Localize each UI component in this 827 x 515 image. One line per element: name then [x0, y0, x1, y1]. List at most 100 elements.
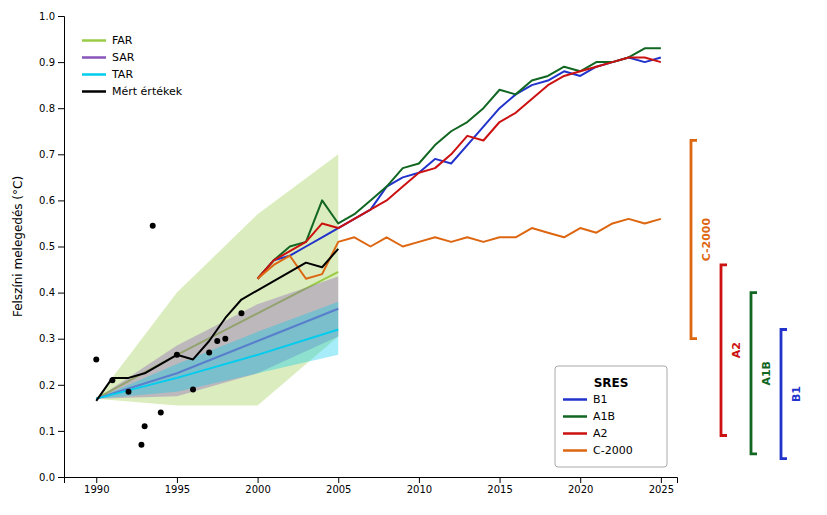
- band: [96, 154, 338, 405]
- x-axis: 1990 1995 2000 2005 2010 2015 2020 2025: [65, 477, 678, 495]
- tick-label: 0.5: [39, 241, 55, 252]
- tick-label: 2020: [568, 484, 593, 495]
- point: [150, 223, 156, 229]
- legend-box: [555, 366, 667, 467]
- bracket: [781, 329, 787, 458]
- bracket-label: A1B: [760, 361, 773, 386]
- tick: 0.7: [39, 149, 64, 160]
- tick-mark: [96, 477, 97, 483]
- tick-label: 0.2: [39, 380, 55, 391]
- bracket: [751, 293, 757, 454]
- bracket-label: A2: [730, 342, 743, 358]
- point: [238, 310, 244, 316]
- tick-mark: [58, 154, 64, 155]
- line: [258, 48, 661, 278]
- tick-label: 2005: [326, 484, 351, 495]
- tick-label: 0.4: [39, 287, 55, 298]
- axis-line: [58, 17, 65, 478]
- y-axis: 0.0 0.1 0.2 0.3 0.4 0.5 0.6 0.7 0.8 0.9 1.0: [39, 11, 64, 483]
- tick-mark: [58, 431, 64, 432]
- legend-swatch: [82, 39, 106, 42]
- tick-mark: [58, 16, 64, 17]
- tick-label: 0.3: [39, 333, 55, 344]
- band: [96, 302, 338, 399]
- legend-label: A1B: [593, 410, 615, 423]
- tick-mark: [58, 339, 64, 340]
- tick-mark: [58, 293, 64, 294]
- tick-mark: [661, 477, 662, 483]
- legend-swatch: [563, 398, 587, 401]
- legend: FAR SAR TAR Mért értékek: [82, 34, 183, 98]
- legend-swatch: [563, 449, 587, 452]
- tick-label: 0.7: [39, 149, 55, 160]
- tick: 0.2: [39, 380, 64, 391]
- tick-label: 2010: [407, 484, 432, 495]
- legend-label: TAR: [111, 68, 133, 81]
- legend-label: B1: [593, 393, 608, 406]
- line: [258, 57, 661, 278]
- point: [190, 386, 196, 392]
- tick: 1.0: [39, 11, 64, 22]
- point: [174, 352, 180, 358]
- legend-label: Mért értékek: [112, 85, 183, 98]
- tick: 0.6: [39, 195, 64, 206]
- legend-label: C-2000: [593, 444, 633, 457]
- tick-label: 2025: [649, 484, 674, 495]
- y-axis-label: Felszíni melegedés (°C): [11, 176, 25, 317]
- tick: 2000: [245, 477, 270, 495]
- legend-swatch: [82, 90, 106, 93]
- axis-line: [65, 478, 678, 484]
- legend-label: FAR: [112, 34, 133, 47]
- point: [142, 423, 148, 429]
- line: [96, 249, 338, 401]
- tick: 2025: [649, 477, 674, 495]
- point: [93, 356, 99, 362]
- point: [126, 389, 132, 395]
- tick: 0.8: [39, 103, 64, 114]
- tick: 2010: [407, 477, 432, 495]
- tick-label: 0.9: [39, 57, 55, 68]
- line: [96, 329, 338, 398]
- tick-label: 1.0: [39, 11, 55, 22]
- legend-swatch: [563, 415, 587, 418]
- legend-swatch: [82, 56, 106, 59]
- tick: 1990: [84, 477, 109, 495]
- tick: 1995: [165, 477, 190, 495]
- tick: 2020: [568, 477, 593, 495]
- tick-label: 1990: [84, 484, 109, 495]
- point: [206, 350, 212, 356]
- point: [158, 409, 164, 415]
- tick-label: 0.8: [39, 103, 55, 114]
- tick: 0.5: [39, 241, 64, 252]
- chart: 199019952000200520102015202020250.00.10.…: [0, 0, 827, 515]
- legend-swatch: [563, 432, 587, 435]
- band: [96, 276, 338, 398]
- tick-mark: [58, 385, 64, 386]
- tick-label: 0.0: [39, 472, 55, 483]
- bracket: [721, 265, 727, 436]
- legend-title: SRES: [594, 376, 629, 390]
- tick-mark: [258, 477, 259, 483]
- tick: 0.0: [39, 472, 64, 483]
- line: [258, 219, 661, 279]
- tick-mark: [177, 477, 178, 483]
- tick: 2015: [487, 477, 512, 495]
- tick-label: 1995: [165, 484, 190, 495]
- tick-mark: [580, 477, 581, 483]
- tick-label: 0.6: [39, 195, 55, 206]
- legend: SRESB1A1BA2C-2000: [555, 366, 667, 467]
- tick-mark: [58, 200, 64, 201]
- tick-mark: [58, 62, 64, 63]
- tick-label: 0.1: [39, 426, 55, 437]
- tick-label: 2000: [245, 484, 270, 495]
- bracket: [691, 140, 697, 338]
- bracket-label: C-2000: [700, 217, 713, 261]
- tick-mark: [58, 247, 64, 248]
- tick-label: 2015: [487, 484, 512, 495]
- tick: 0.4: [39, 287, 64, 298]
- tick-mark: [419, 477, 420, 483]
- tick-mark: [58, 477, 64, 478]
- tick: 2005: [326, 477, 351, 495]
- legend-label: SAR: [112, 51, 135, 64]
- tick-mark: [58, 108, 64, 109]
